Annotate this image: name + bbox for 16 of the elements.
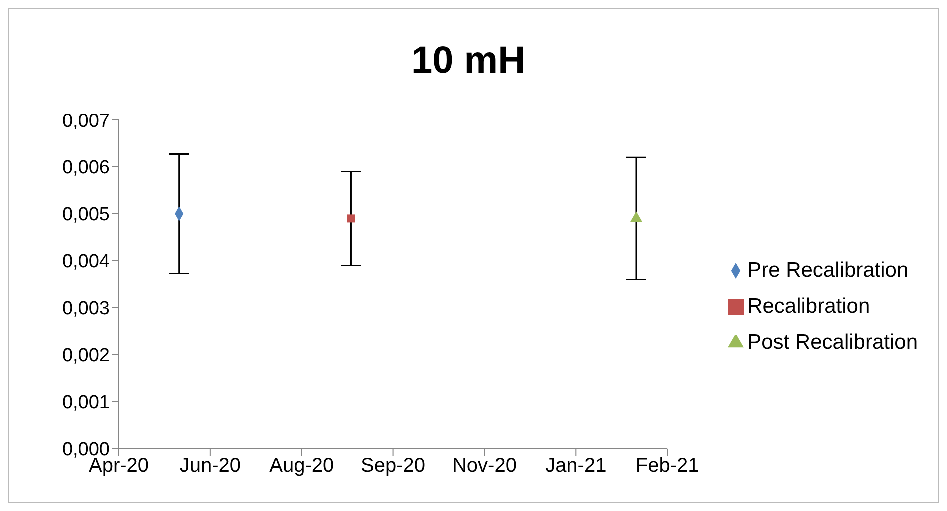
x-tick-label: Nov-20 [452,455,517,478]
y-tick-label: 0,002 [62,346,110,367]
y-tick-label: 0,004 [62,252,110,273]
y-tick-label: 0,005 [62,204,110,226]
legend-label: Pre Recalibration [748,258,909,282]
x-tick-label: Jun-20 [180,455,242,478]
x-tick-label: Jan-21 [546,455,607,478]
y-tick-label: 0,006 [62,158,110,179]
x-tick-label: Feb-21 [636,455,700,478]
legend-label: Post Recalibration [748,330,918,354]
x-tick-label: Sep-20 [361,455,426,478]
legend-label: Recalibration [748,294,870,318]
y-tick-label: 0,003 [62,298,110,320]
x-tick-label: Aug-20 [270,455,334,478]
chart-title: 10 mH [411,40,526,83]
y-tick-label: 0,001 [62,392,110,414]
